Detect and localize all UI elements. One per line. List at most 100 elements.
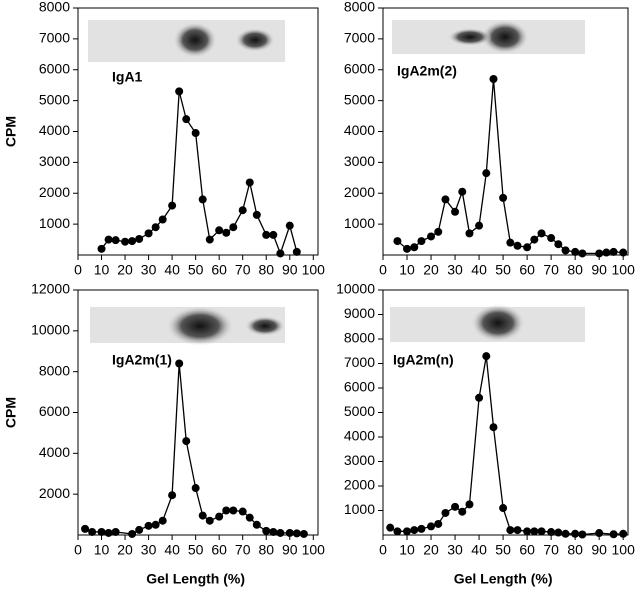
panel-label: IgA1 (112, 69, 143, 85)
data-point (269, 230, 278, 239)
data-point (144, 521, 153, 530)
data-point (458, 187, 467, 196)
panel: IgA2m(2)10002000300040005000600070008000… (344, 0, 635, 278)
x-tick-label: 60 (211, 262, 227, 278)
x-tick-label: 90 (591, 262, 607, 278)
data-point (252, 210, 261, 219)
data-point (393, 237, 402, 246)
y-tick-label: 3000 (39, 153, 70, 169)
x-tick-label: 40 (164, 542, 180, 558)
y-tick-label: 8000 (344, 330, 375, 346)
data-point (595, 529, 604, 538)
x-tick-label: 30 (141, 542, 157, 558)
data-point (222, 506, 231, 515)
x-tick-label: 100 (612, 262, 636, 278)
x-axis-label: Gel Length (%) (454, 571, 553, 587)
data-point (97, 527, 106, 536)
x-tick-label: 10 (399, 262, 415, 278)
x-tick-label: 50 (188, 542, 204, 558)
x-tick-label: 20 (117, 262, 133, 278)
x-tick-label: 70 (235, 262, 251, 278)
data-point (104, 235, 113, 244)
panel: IgA2m(n)10002000300040005000600070008000… (336, 281, 635, 587)
x-tick-label: 90 (282, 542, 298, 558)
data-point (262, 230, 271, 239)
data-point (475, 393, 484, 402)
y-tick-label: 8000 (39, 362, 70, 378)
x-tick-label: 70 (543, 542, 559, 558)
data-point (499, 504, 508, 513)
y-tick-label: 2000 (39, 184, 70, 200)
y-tick-label: 5000 (344, 91, 375, 107)
data-point (97, 244, 106, 253)
y-tick-label: 4000 (344, 428, 375, 444)
data-point (182, 115, 191, 124)
data-point (427, 232, 436, 241)
data-point (285, 528, 294, 537)
y-tick-label: 7000 (344, 354, 375, 370)
data-point (269, 527, 278, 536)
data-point (458, 507, 467, 516)
y-axis-label: CPM (3, 397, 19, 428)
y-tick-label: 4000 (39, 122, 70, 138)
data-point (292, 247, 301, 256)
y-tick-label: 6000 (344, 379, 375, 395)
y-tick-label: 7000 (39, 30, 70, 46)
x-tick-label: 40 (471, 262, 487, 278)
data-line (397, 78, 624, 255)
data-point (292, 529, 301, 538)
data-point (252, 520, 261, 529)
y-tick-label: 2000 (344, 477, 375, 493)
y-tick-label: 4000 (344, 122, 375, 138)
data-point (191, 129, 200, 138)
x-tick-label: 20 (423, 542, 439, 558)
x-tick-label: 100 (302, 542, 326, 558)
data-point (451, 502, 460, 511)
y-tick-label: 9000 (344, 305, 375, 321)
y-tick-label: 1000 (344, 215, 375, 231)
data-point (128, 237, 137, 246)
data-point (229, 506, 238, 515)
data-point (513, 526, 522, 535)
data-point (441, 508, 450, 517)
y-tick-label: 6000 (344, 60, 375, 76)
x-tick-label: 50 (495, 262, 511, 278)
data-point (547, 234, 556, 243)
x-tick-label: 80 (567, 542, 583, 558)
gel-band (471, 304, 525, 342)
x-tick-label: 80 (567, 262, 583, 278)
gel-band (245, 316, 285, 336)
data-point (578, 249, 587, 258)
data-point (198, 511, 207, 520)
y-tick-label: 8000 (344, 0, 375, 15)
data-point (135, 234, 144, 243)
data-point (451, 207, 460, 216)
data-line (101, 91, 298, 256)
gel-band (481, 20, 529, 54)
data-point (229, 223, 238, 232)
data-point (205, 235, 214, 244)
data-point (151, 520, 160, 529)
data-point (489, 423, 498, 432)
y-tick-label: 10000 (31, 322, 70, 338)
data-point (465, 500, 474, 509)
x-tick-label: 10 (94, 542, 110, 558)
data-point (595, 249, 604, 258)
data-point (530, 527, 539, 536)
data-point (215, 226, 224, 235)
x-tick-label: 0 (74, 542, 82, 558)
data-point (393, 527, 402, 536)
data-point (482, 169, 491, 178)
data-point (482, 352, 491, 361)
x-tick-label: 60 (519, 542, 535, 558)
data-point (81, 524, 90, 533)
data-point (386, 523, 395, 532)
data-point (609, 247, 618, 256)
gel-band (235, 28, 275, 52)
data-point (175, 359, 184, 368)
data-point (158, 215, 167, 224)
data-point (609, 530, 618, 539)
data-point (602, 248, 611, 257)
data-point (111, 527, 120, 536)
data-point (434, 227, 443, 236)
